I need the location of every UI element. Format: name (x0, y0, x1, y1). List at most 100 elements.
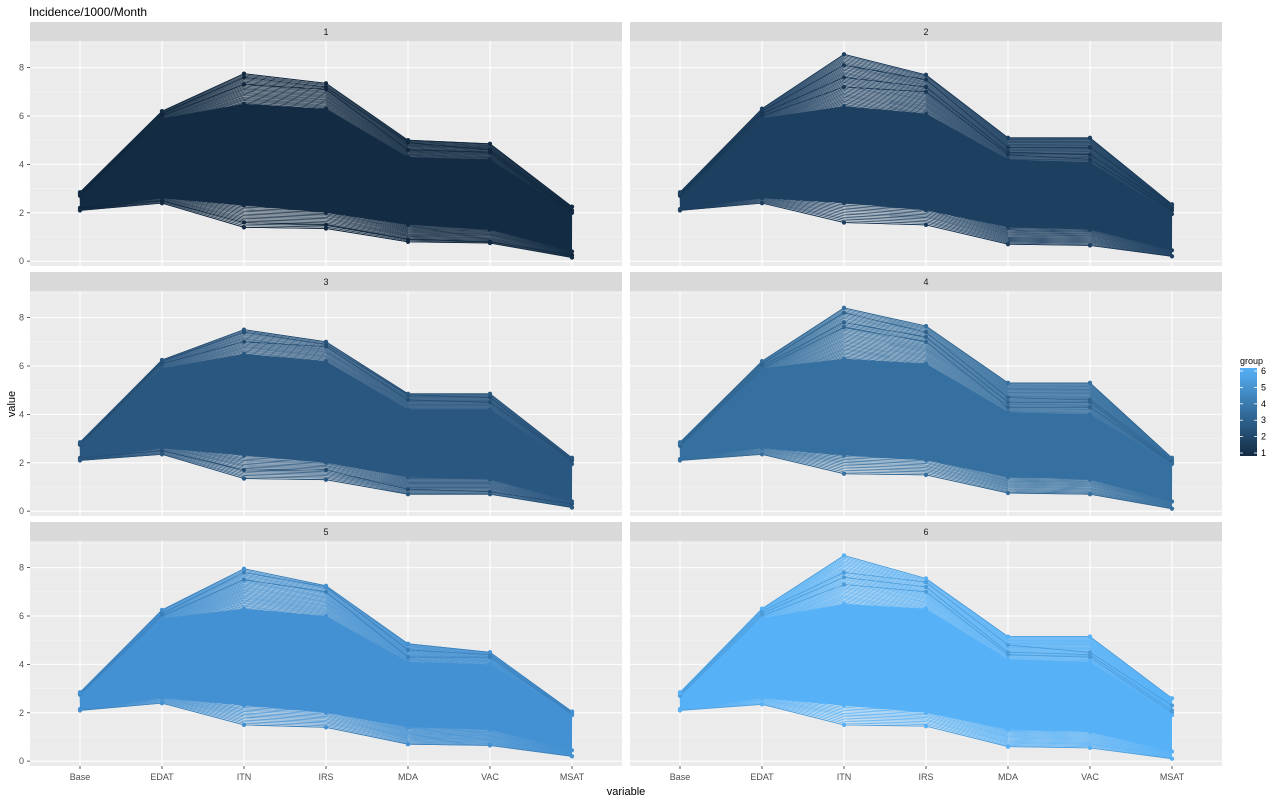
data-point (405, 742, 411, 747)
facet-strip (630, 522, 1222, 541)
data-point (1087, 405, 1093, 410)
data-point (1087, 400, 1093, 405)
series-line (679, 451, 1173, 508)
y-tick-label: 0 (19, 256, 24, 266)
data-point (241, 577, 247, 582)
data-point (323, 583, 329, 588)
facet-strip (30, 272, 622, 291)
data-point (323, 81, 329, 86)
data-point (569, 709, 575, 714)
data-point (569, 204, 575, 209)
data-point (923, 710, 929, 715)
data-point (323, 226, 329, 231)
data-point (323, 339, 329, 344)
x-tick-label: ITN (237, 772, 252, 782)
series-lines (677, 553, 1175, 761)
data-point (241, 71, 247, 76)
legend-label: 5 (1261, 382, 1266, 392)
legend-title: group (1240, 356, 1263, 366)
data-point (841, 305, 847, 310)
data-point (569, 499, 575, 504)
data-point (841, 553, 847, 558)
data-point (159, 116, 165, 121)
data-point (569, 210, 575, 215)
facet-panel-3: 3 0 2 4 6 8 (19, 272, 622, 516)
data-point (569, 455, 575, 460)
data-point (487, 407, 493, 412)
data-point (1005, 490, 1011, 496)
y-tick-label: 8 (19, 63, 24, 73)
data-point (241, 703, 247, 708)
data-point (323, 710, 329, 715)
data-point (323, 725, 329, 730)
data-point (1087, 659, 1093, 665)
data-point (405, 641, 411, 646)
data-point (159, 452, 165, 457)
data-point (1005, 634, 1011, 639)
y-tick-label: 4 (19, 409, 24, 419)
series-band (680, 603, 1172, 752)
x-axis-title: variable (607, 786, 646, 798)
series-band (680, 358, 1172, 502)
data-point (1169, 713, 1175, 718)
data-point (1169, 461, 1175, 467)
data-point (159, 361, 165, 366)
data-point (1087, 227, 1093, 232)
facet-strip (30, 22, 622, 41)
facet-panel-2: 2 (630, 22, 1222, 266)
facet-strip (30, 522, 622, 541)
data-point (1005, 152, 1011, 157)
data-point (241, 339, 247, 344)
data-point (841, 453, 847, 458)
x-tick-label: Base (70, 772, 91, 782)
data-point (1005, 145, 1011, 150)
x-tick-label: VAC (1081, 772, 1099, 782)
data-point (241, 220, 247, 225)
data-point (241, 225, 247, 230)
y-tick-label: 8 (19, 563, 24, 573)
data-point (1169, 499, 1175, 504)
data-point (405, 239, 411, 244)
data-point (405, 475, 411, 480)
data-point (923, 584, 929, 590)
data-point (487, 395, 493, 400)
data-point (77, 191, 83, 196)
facet-panel-6: 6 Base EDAT ITN IRS MDA VAC MSAT (630, 522, 1222, 782)
data-point (677, 441, 683, 446)
data-point (569, 713, 575, 718)
data-point (159, 696, 165, 701)
data-point (323, 222, 329, 227)
data-point (841, 63, 847, 68)
data-point (841, 570, 847, 575)
data-point (841, 320, 847, 325)
data-point (759, 452, 765, 457)
data-point (759, 702, 765, 707)
data-point (1005, 409, 1011, 415)
data-point (487, 727, 493, 732)
data-point (1169, 749, 1175, 754)
x-tick-label: IRS (918, 772, 933, 782)
y-tick-label: 0 (19, 756, 24, 766)
data-point (405, 492, 411, 497)
data-point (569, 249, 575, 254)
series-band (80, 608, 572, 751)
data-point (569, 754, 575, 759)
data-point (1087, 745, 1093, 751)
data-point (1169, 703, 1175, 708)
facet-strip-label: 1 (323, 27, 328, 37)
data-point (487, 391, 493, 396)
data-point (759, 606, 765, 611)
data-point (1087, 412, 1093, 417)
data-point (569, 461, 575, 467)
data-point (1169, 506, 1175, 511)
y-tick-label: 2 (19, 208, 24, 218)
legend-label: 3 (1261, 415, 1266, 425)
data-point (241, 476, 247, 481)
legend-colorbar (1240, 368, 1257, 456)
data-point (569, 255, 575, 260)
data-point (841, 220, 847, 225)
data-point (405, 222, 411, 227)
y-tick-label: 6 (19, 361, 24, 371)
data-point (405, 391, 411, 396)
data-point (923, 77, 929, 82)
